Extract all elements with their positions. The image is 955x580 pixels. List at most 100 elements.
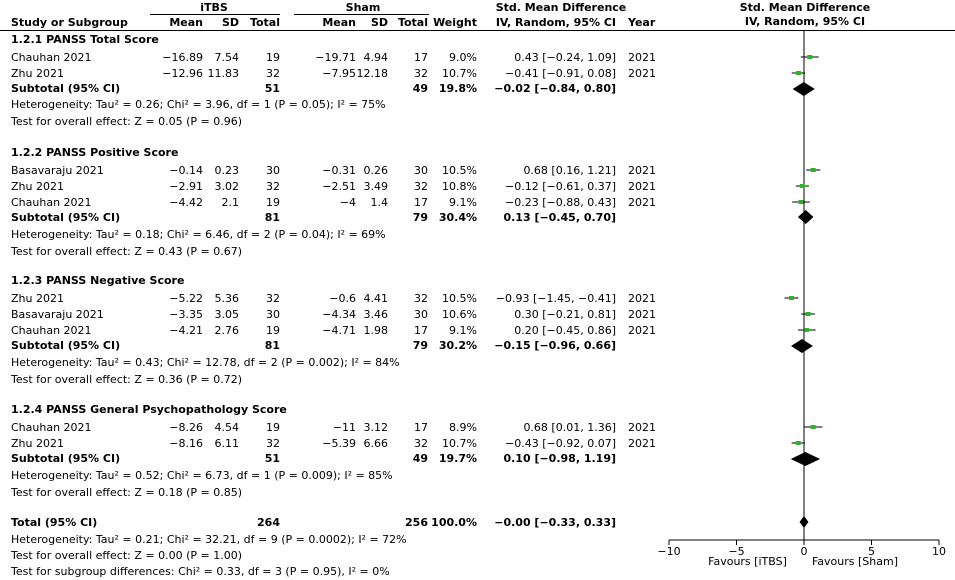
x-tick-label: 0 [801, 545, 808, 558]
sd1-cell: 2.1 [221, 196, 240, 209]
favours-right-label: Favours [Sham] [811, 555, 898, 568]
total-label: Total (95% CI) [11, 516, 98, 529]
group1-header: iTBS [200, 1, 228, 14]
study-point [788, 296, 794, 300]
mean2-cell: −4 [339, 196, 356, 209]
mean1-cell: −8.26 [169, 421, 203, 434]
sd1-cell: 3.05 [214, 308, 240, 321]
total2-cell: 30 [414, 308, 428, 321]
sd1-cell: 5.36 [214, 292, 240, 305]
subtotal-diamond [790, 452, 821, 466]
mean2-cell: −11 [332, 421, 356, 434]
subtotal-total2: 79 [412, 339, 428, 352]
subgroup-title: 1.2.3 PANSS Negative Score [11, 274, 185, 287]
smd-title: Std. Mean Difference [495, 1, 627, 14]
ci-cell: 0.68 [0.01, 1.36] [523, 421, 616, 434]
study-point [807, 55, 813, 59]
total-weight: 100.0% [431, 516, 477, 529]
study-name: Zhu 2021 [11, 437, 64, 450]
study-name: Basavaraju 2021 [11, 164, 104, 177]
total2-cell: 17 [414, 421, 428, 434]
total2-cell: 32 [414, 67, 428, 80]
study-point [810, 168, 816, 172]
sd1-cell: 6.11 [214, 437, 240, 450]
group1-rule [150, 14, 280, 15]
study-point [799, 184, 805, 188]
subtotal-weight: 19.8% [438, 82, 477, 95]
total2-cell: 17 [414, 324, 428, 337]
heterogeneity-text: Heterogeneity: Tau² = 0.52; Chi² = 6.73,… [11, 469, 393, 482]
x-tick-label: 10 [932, 545, 946, 558]
weight-cell: 10.6% [442, 308, 477, 321]
total2-cell: 30 [414, 164, 428, 177]
subtotal-label: Subtotal (95% CI) [11, 452, 121, 465]
subtotal-total1: 81 [264, 211, 280, 224]
weight-cell: 8.9% [449, 421, 477, 434]
sd2-cell: 3.12 [363, 421, 389, 434]
total1-cell: 30 [266, 308, 280, 321]
sd2-cell: 4.41 [363, 292, 389, 305]
total1-cell: 32 [266, 437, 280, 450]
overall-effect-text: Test for overall effect: Z = 0.05 (P = 0… [11, 115, 242, 128]
mean2-cell: −4.34 [322, 308, 356, 321]
subtotal-total1: 51 [264, 452, 280, 465]
header-divider [0, 30, 955, 31]
subtotal-weight: 30.4% [438, 211, 477, 224]
subtotal-total2: 49 [412, 452, 428, 465]
heterogeneity-text: Heterogeneity: Tau² = 0.26; Chi² = 3.96,… [11, 98, 386, 111]
mean1-cell: −16.89 [162, 51, 203, 64]
weight-cell: 10.8% [442, 180, 477, 193]
sd1-cell: 11.83 [207, 67, 240, 80]
heterogeneity-text: Heterogeneity: Tau² = 0.18; Chi² = 6.46,… [11, 228, 386, 241]
ci-cell: 0.20 [−0.45, 0.86] [514, 324, 616, 337]
weight-cell: 9.1% [449, 196, 477, 209]
sd2-cell: 3.46 [363, 308, 389, 321]
total-diamond [799, 516, 809, 528]
sd2-cell: 6.66 [363, 437, 389, 450]
total-ci: −0.00 [−0.33, 0.33] [494, 516, 616, 529]
mean1-cell: −8.16 [169, 437, 203, 450]
overall-effect-text: Test for overall effect: Z = 0.36 (P = 0… [11, 373, 242, 386]
study-point [795, 71, 801, 75]
col-weight: Weight [433, 16, 477, 29]
sd2-cell: 1.4 [370, 196, 389, 209]
total1-cell: 19 [266, 51, 280, 64]
total2-cell: 32 [414, 292, 428, 305]
heterogeneity-text: Heterogeneity: Tau² = 0.43; Chi² = 12.78… [11, 356, 400, 369]
mean2-cell: −0.31 [322, 164, 356, 177]
total2-cell: 17 [414, 51, 428, 64]
total1-cell: 30 [266, 164, 280, 177]
overall-effect-text: Test for overall effect: Z = 0.18 (P = 0… [11, 486, 242, 499]
subtotal-ci: 0.10 [−0.98, 1.19] [503, 452, 616, 465]
col-year: Year [628, 16, 656, 29]
group2-rule [294, 14, 429, 15]
mean2-cell: −0.6 [329, 292, 356, 305]
mean1-cell: −3.35 [169, 308, 203, 321]
sd2-cell: 0.26 [363, 164, 389, 177]
weight-cell: 9.0% [449, 51, 477, 64]
subgroup-differences-text: Test for subgroup differences: Chi² = 0.… [11, 565, 390, 578]
study-name: Basavaraju 2021 [11, 308, 104, 321]
overall-effect-text: Test for overall effect: Z = 0.43 (P = 0… [11, 245, 242, 258]
total1-cell: 19 [266, 421, 280, 434]
sd1-cell: 7.54 [214, 51, 240, 64]
subtotal-total2: 79 [412, 211, 428, 224]
col-total1: Total [249, 16, 280, 29]
study-name: Zhu 2021 [11, 67, 64, 80]
study-name: Zhu 2021 [11, 292, 64, 305]
mean2-cell: −5.39 [322, 437, 356, 450]
plot-method: IV, Random, 95% CI [744, 15, 866, 28]
study-name: Chauhan 2021 [11, 196, 92, 209]
year-cell: 2021 [628, 324, 656, 337]
x-tick-label: −10 [657, 545, 680, 558]
col-sd2: SD [370, 16, 388, 29]
year-cell: 2021 [628, 67, 656, 80]
ci-cell: −0.93 [−1.45, −0.41] [495, 292, 616, 305]
ci-cell: 0.30 [−0.21, 0.81] [514, 308, 616, 321]
mean2-cell: −19.71 [315, 51, 356, 64]
weight-cell: 9.1% [449, 324, 477, 337]
mean2-cell: −7.95 [322, 67, 356, 80]
mean1-cell: −5.22 [169, 292, 203, 305]
subtotal-ci: −0.02 [−0.84, 0.80] [494, 82, 616, 95]
ci-cell: −0.23 [−0.88, 0.43] [505, 196, 616, 209]
